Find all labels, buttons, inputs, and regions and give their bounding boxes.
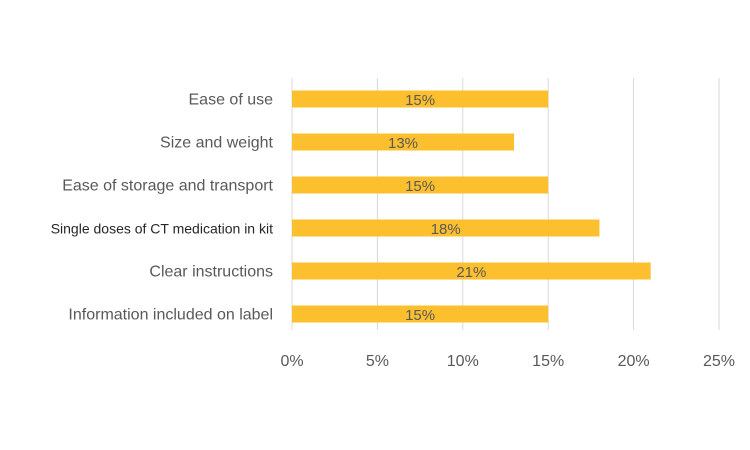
bar-0 xyxy=(292,90,549,108)
bar-4 xyxy=(292,262,651,280)
category-label-3: Single doses of CT medication in kit xyxy=(51,221,273,237)
data-label-4: 21% xyxy=(456,264,486,281)
bar-2 xyxy=(292,176,549,194)
data-label-5: 15% xyxy=(405,307,435,324)
data-labels: 15% 13% 15% 18% 21% 15% xyxy=(388,92,486,324)
x-tick-label-0: 0% xyxy=(280,353,303,370)
category-label-1: Size and weight xyxy=(160,135,274,152)
x-tick-label-5: 25% xyxy=(703,353,735,370)
data-label-3: 18% xyxy=(431,221,461,238)
category-label-5: Information included on label xyxy=(68,307,273,324)
data-label-1: 13% xyxy=(388,135,418,152)
x-tick-label-1: 5% xyxy=(366,353,389,370)
x-tick-label-3: 15% xyxy=(532,353,564,370)
bar-3 xyxy=(292,219,600,237)
x-tick-label-2: 10% xyxy=(447,353,479,370)
bar-5 xyxy=(292,305,549,323)
category-labels: Ease of use Size and weight Ease of storag… xyxy=(51,92,274,324)
data-label-2: 15% xyxy=(405,178,435,195)
x-tick-label-4: 20% xyxy=(618,353,650,370)
category-label-0: Ease of use xyxy=(189,92,274,109)
gridlines xyxy=(291,78,720,330)
data-label-0: 15% xyxy=(405,92,435,109)
bars xyxy=(292,90,651,323)
x-axis-tick-labels: 0% 5% 10% 15% 20% 25% xyxy=(280,353,735,370)
category-label-2: Ease of storage and transport xyxy=(62,178,273,195)
category-label-4: Clear instructions xyxy=(149,264,273,281)
bar-1 xyxy=(292,133,515,151)
